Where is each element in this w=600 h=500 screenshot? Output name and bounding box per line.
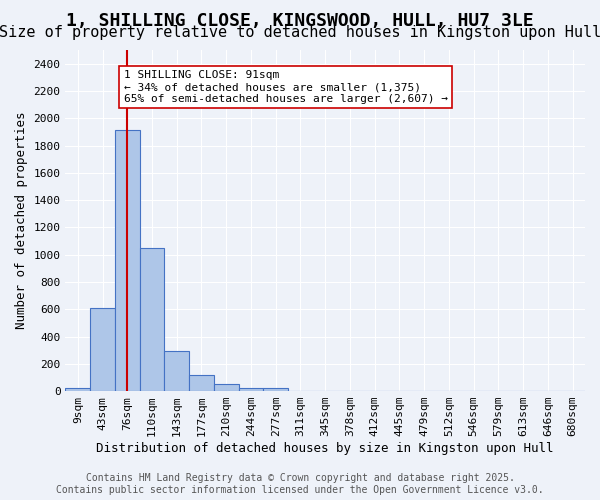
Bar <box>263 388 288 391</box>
X-axis label: Distribution of detached houses by size in Kingston upon Hull: Distribution of detached houses by size … <box>97 442 554 455</box>
Text: 1 SHILLING CLOSE: 91sqm
← 34% of detached houses are smaller (1,375)
65% of semi: 1 SHILLING CLOSE: 91sqm ← 34% of detache… <box>124 70 448 104</box>
Text: Size of property relative to detached houses in Kingston upon Hull: Size of property relative to detached ho… <box>0 25 600 40</box>
Bar <box>164 351 189 391</box>
Bar <box>140 248 164 391</box>
Bar <box>90 308 115 391</box>
Y-axis label: Number of detached properties: Number of detached properties <box>15 112 28 330</box>
Bar <box>189 376 214 391</box>
Bar <box>65 388 90 391</box>
Text: Contains HM Land Registry data © Crown copyright and database right 2025.
Contai: Contains HM Land Registry data © Crown c… <box>56 474 544 495</box>
Bar <box>239 388 263 391</box>
Bar <box>115 130 140 391</box>
Bar <box>214 384 239 391</box>
Text: 1, SHILLING CLOSE, KINGSWOOD, HULL, HU7 3LE: 1, SHILLING CLOSE, KINGSWOOD, HULL, HU7 … <box>66 12 534 30</box>
